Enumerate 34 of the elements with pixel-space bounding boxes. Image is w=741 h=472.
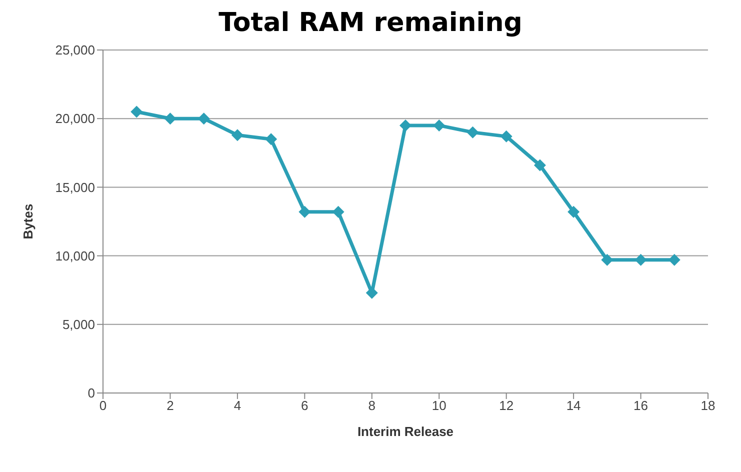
point: [601, 254, 614, 266]
point: [164, 112, 176, 125]
point: [130, 106, 143, 118]
point: [534, 159, 546, 172]
point: [433, 119, 446, 132]
x-tick-label: 12: [499, 398, 514, 414]
point: [265, 133, 278, 146]
y-tick-label: 5,000: [62, 317, 95, 332]
point: [500, 130, 512, 142]
y-tick-label: 15,000: [55, 180, 95, 195]
chart-title: Total RAM remaining: [218, 8, 524, 38]
point: [332, 206, 344, 218]
x-tick-label: 10: [432, 398, 446, 414]
point: [466, 126, 479, 138]
x-tick-label: 2: [166, 398, 174, 414]
point: [568, 206, 580, 218]
x-tick-label: 4: [234, 398, 242, 414]
x-axis-title: Interim Release: [357, 424, 454, 439]
point: [198, 112, 210, 125]
x-tick-label: 18: [700, 398, 716, 414]
y-tick-label: 20,000: [55, 111, 95, 126]
x-tick-label: 0: [99, 398, 107, 414]
x-tick-label: 8: [368, 398, 376, 414]
point: [400, 119, 412, 132]
x-tick-label: 16: [634, 398, 648, 414]
x-tick-label: 6: [301, 398, 308, 414]
point: [231, 129, 244, 142]
x-tick-label: 14: [566, 398, 581, 414]
y-axis-title: Bytes: [20, 204, 36, 240]
point: [298, 206, 311, 218]
y-tick-label: 25,000: [55, 42, 95, 58]
point: [634, 254, 647, 266]
y-tick-label: 10,000: [55, 248, 95, 264]
y-tick-label: 0: [88, 386, 95, 401]
